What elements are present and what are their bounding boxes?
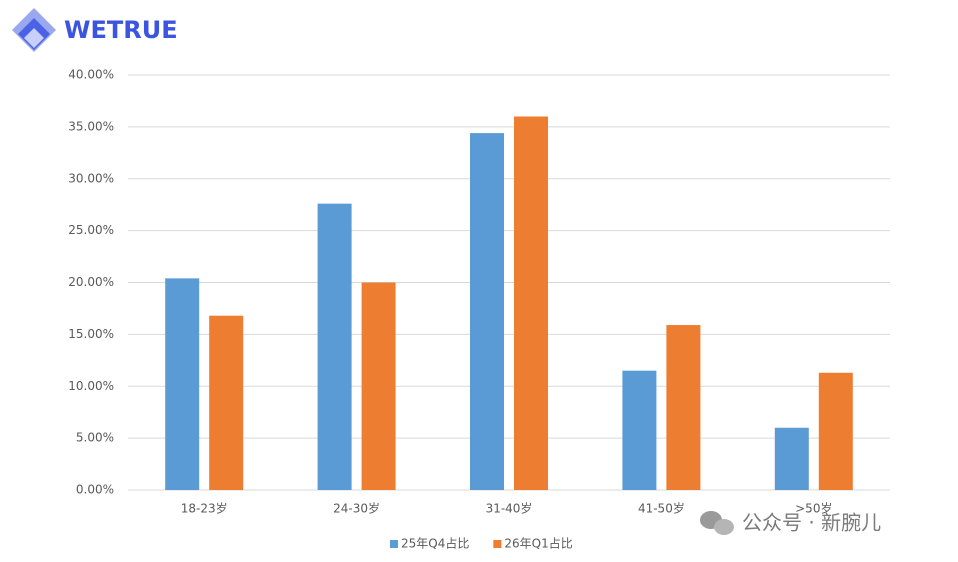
y-tick-label: 15.00% bbox=[68, 327, 114, 341]
bar bbox=[666, 325, 701, 490]
watermark-icon bbox=[714, 519, 734, 535]
watermark-text: 公众号 · 新腕儿 bbox=[742, 511, 881, 535]
bar bbox=[514, 116, 548, 490]
x-tick-label: 24-30岁 bbox=[333, 501, 380, 516]
bar bbox=[209, 315, 244, 490]
y-tick-label: 5.00% bbox=[76, 431, 114, 445]
bar bbox=[361, 282, 396, 490]
y-tick-label: 25.00% bbox=[68, 223, 114, 237]
bar bbox=[818, 372, 853, 490]
logo-text: WETRUE bbox=[64, 16, 178, 44]
y-tick-label: 20.00% bbox=[68, 275, 114, 289]
y-tick-label: 0.00% bbox=[76, 483, 114, 497]
y-tick-label: 35.00% bbox=[68, 119, 114, 133]
legend-swatch bbox=[390, 540, 398, 548]
bar bbox=[317, 203, 352, 490]
x-tick-label: 18-23岁 bbox=[181, 501, 228, 516]
logo: WETRUE bbox=[12, 8, 178, 52]
y-tick-label: 30.00% bbox=[68, 171, 114, 185]
bar bbox=[165, 278, 200, 490]
y-tick-label: 10.00% bbox=[68, 379, 114, 393]
bar bbox=[774, 427, 809, 490]
legend-label: 25年Q4占比 bbox=[401, 536, 469, 551]
watermark: 公众号 · 新腕儿 bbox=[700, 511, 881, 535]
logo-icon bbox=[24, 28, 44, 48]
legend-swatch bbox=[493, 540, 502, 548]
bar bbox=[622, 370, 657, 490]
bar bbox=[470, 133, 504, 490]
y-tick-label: 40.00% bbox=[68, 68, 114, 82]
x-tick-label: 31-40岁 bbox=[486, 501, 533, 516]
x-tick-label: >50岁 bbox=[795, 501, 832, 516]
x-tick-label: 41-50岁 bbox=[638, 501, 685, 516]
legend-label: 26年Q1占比 bbox=[504, 536, 572, 551]
